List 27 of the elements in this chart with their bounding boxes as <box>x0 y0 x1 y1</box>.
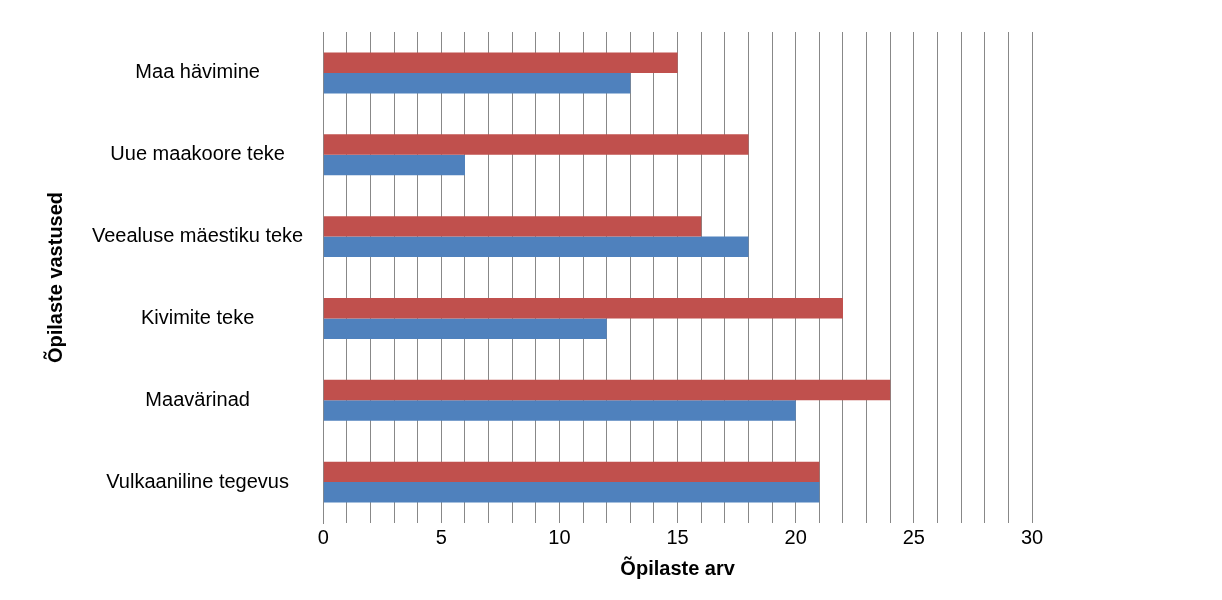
y-tick-label: Maavärinad <box>145 387 250 410</box>
bar <box>323 154 465 176</box>
x-tick-label: 0 <box>317 525 329 548</box>
bar <box>323 297 843 319</box>
bar <box>323 400 796 421</box>
bar <box>323 236 749 258</box>
bar <box>323 72 631 94</box>
x-tick-label: 20 <box>784 525 807 548</box>
y-axis-title: Õpilaste vastused <box>42 191 66 364</box>
y-tick-label: Uue maakoore teke <box>110 142 285 165</box>
bar <box>323 482 820 503</box>
bar <box>323 379 891 401</box>
x-tick-label: 25 <box>902 525 925 548</box>
bar <box>323 134 749 155</box>
bar <box>323 216 702 237</box>
y-tick-label: Vulkaaniline tegevus <box>106 469 289 492</box>
y-tick-label: Maa hävimine <box>135 60 260 83</box>
x-tick-label: 30 <box>1020 525 1044 548</box>
bar <box>323 318 607 339</box>
x-tick-label: 10 <box>548 525 571 548</box>
x-axis-title: Õpilaste arv <box>620 555 736 579</box>
bar <box>323 52 678 73</box>
bar <box>323 461 820 483</box>
x-tick-label: 5 <box>435 525 447 548</box>
y-tick-label: Kivimite teke <box>140 305 255 328</box>
y-tick-label: Veealuse mäestiku teke <box>92 224 304 247</box>
x-tick-label: 15 <box>666 525 689 548</box>
